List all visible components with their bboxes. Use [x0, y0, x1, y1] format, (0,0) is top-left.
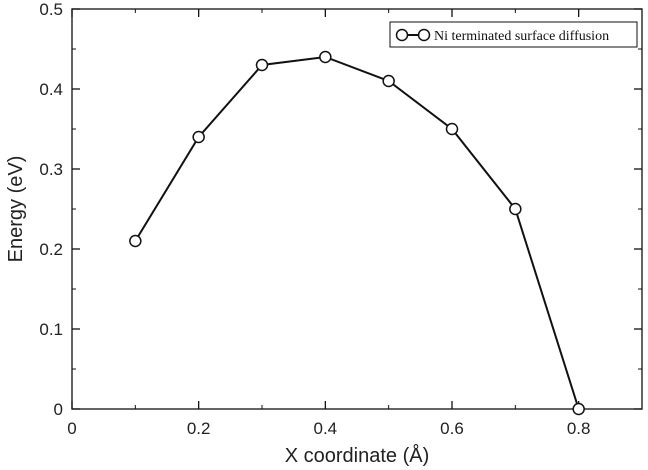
y-tick-label: 0.5 [39, 0, 63, 19]
y-tick-label: 0 [54, 400, 63, 419]
legend-box [389, 21, 638, 48]
data-point [509, 202, 522, 216]
x-tick-label: 0.8 [567, 419, 591, 438]
legend: Ni terminated surface diffusion [389, 21, 638, 48]
data-point [129, 234, 142, 248]
y-tick-label: 0.1 [39, 320, 63, 339]
x-tick-label: 0.2 [187, 419, 211, 438]
series-points [129, 50, 585, 416]
data-point [255, 58, 269, 72]
legend-marker-left [395, 28, 409, 42]
y-axis-title: Energy (eV) [5, 156, 27, 263]
x-tick-label: 0 [67, 419, 76, 438]
y-tick-label: 0.2 [39, 240, 63, 259]
data-point [572, 402, 585, 416]
data-point [445, 122, 459, 136]
y-tick-label: 0.3 [39, 160, 63, 179]
axis-ticks [71, 8, 643, 410]
x-axis-title: X coordinate (Å) [285, 444, 430, 467]
data-point [319, 50, 332, 64]
series-line [134, 55, 580, 410]
legend-marker-right [417, 28, 431, 42]
data-point [192, 130, 205, 144]
y-tick-label: 0.4 [39, 80, 63, 99]
data-point [382, 74, 395, 88]
axis-tick-labels: 0 0.2 0.4 0.6 0.8 0 0.1 0.2 0.3 0.4 0.5 [39, 0, 590, 438]
x-tick-label: 0.6 [440, 419, 464, 438]
legend-label: Ni terminated surface diffusion [434, 29, 609, 44]
x-tick-label: 0.4 [314, 419, 338, 438]
